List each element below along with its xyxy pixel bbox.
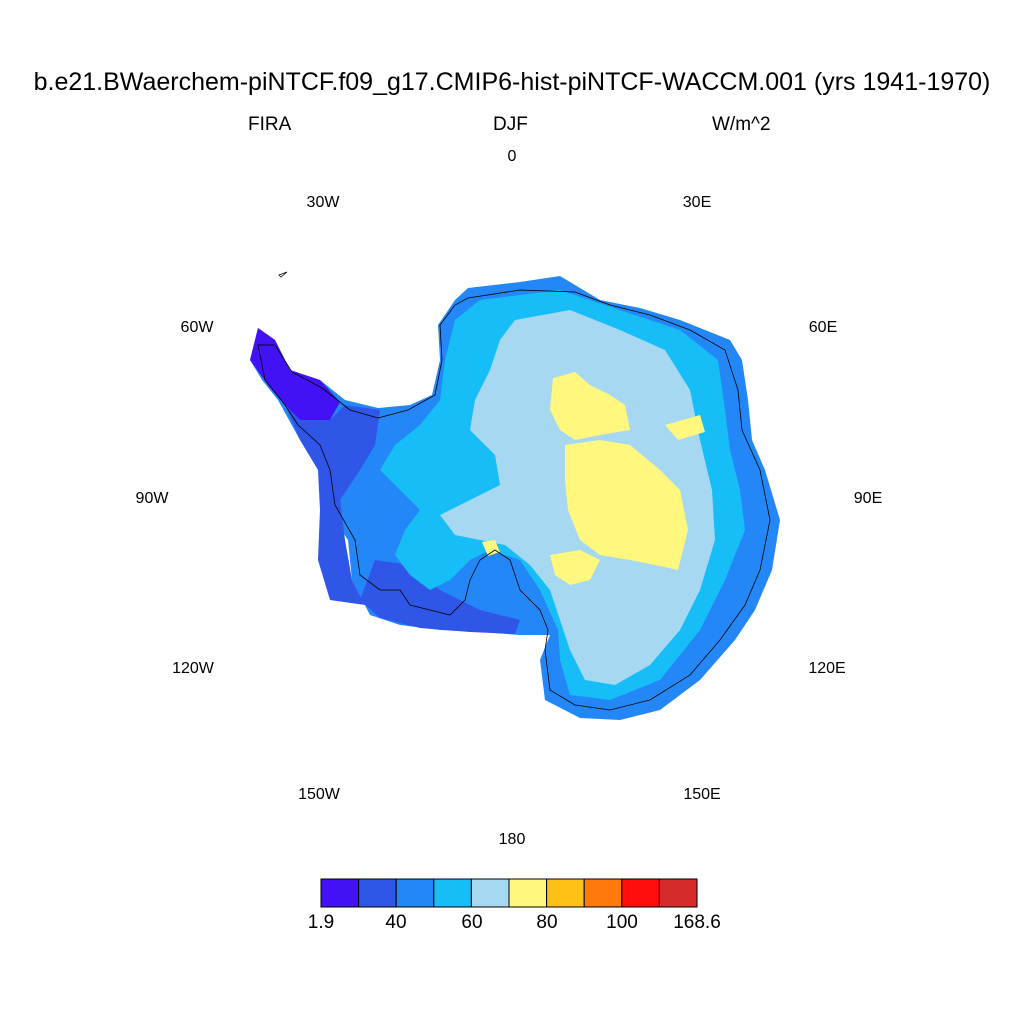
colorbar-swatch-4 (433, 878, 472, 908)
colorbar (320, 878, 698, 908)
lon-label-0: 0 (507, 148, 517, 165)
colorbar-swatch-3 (395, 878, 435, 908)
colorbar-label-4: 80 (536, 912, 558, 933)
colorbar-label-2: 40 (385, 912, 407, 933)
variable-label: FIRA (248, 114, 292, 135)
colorbar-swatch-8 (583, 878, 623, 908)
lon-label-90w: 90W (135, 490, 169, 507)
lon-label-120e: 120E (808, 660, 846, 677)
lon-label-150e: 150E (683, 786, 721, 803)
colorbar-label-5: 100 (606, 912, 638, 933)
lon-label-180: 180 (498, 831, 526, 848)
coastline (257, 289, 771, 711)
region-west-outer (285, 405, 380, 605)
colorbar-swatch-7 (546, 878, 585, 908)
colorbar-swatch-6 (508, 878, 548, 908)
region-plateau-south (550, 550, 600, 585)
island-outline (278, 271, 288, 278)
colorbar-swatch-2 (358, 878, 397, 908)
colorbar-swatch-5 (470, 878, 510, 908)
colorbar-swatch-9 (621, 878, 660, 908)
colorbar-swatch-1 (320, 878, 360, 908)
plot-title: b.e21.BWaerchem-piNTCF.f09_g17.CMIP6-his… (33, 68, 991, 96)
colorbar-label-3: 60 (461, 912, 483, 933)
lon-label-30e: 30E (682, 194, 712, 211)
colorbar-label-6: 168.6 (673, 912, 721, 933)
lon-label-90e: 90E (853, 490, 883, 507)
units-label: W/m^2 (712, 114, 771, 135)
region-plateau-high (565, 440, 688, 570)
region-plateau-east (665, 415, 705, 440)
region-plateau-north (550, 372, 630, 440)
season-label: DJF (493, 114, 528, 135)
lon-label-60w: 60W (180, 319, 214, 336)
colorbar-label-1: 1.9 (307, 912, 335, 933)
lon-label-150w: 150W (298, 786, 340, 803)
antarctica-field (250, 276, 780, 720)
lon-label-120w: 120W (172, 660, 214, 677)
region-ross-outer (360, 560, 520, 634)
region-ross-patch (482, 540, 500, 556)
lon-label-60e: 60E (808, 319, 838, 336)
colorbar-swatch-10 (658, 878, 698, 908)
lon-label-30w: 30W (306, 194, 340, 211)
